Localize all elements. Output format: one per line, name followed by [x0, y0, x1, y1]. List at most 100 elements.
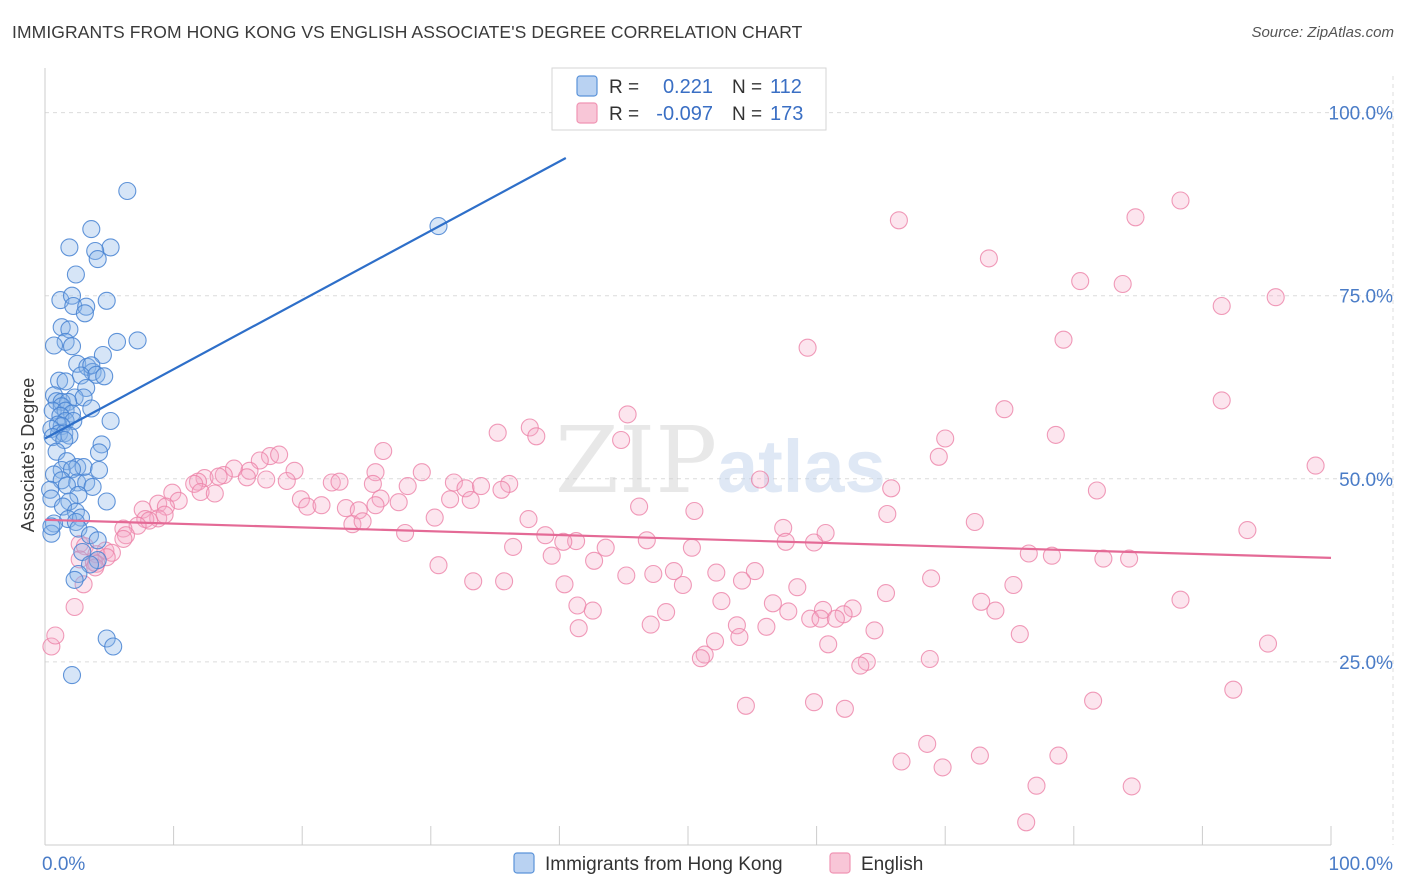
- english-point-125: [788, 578, 807, 597]
- english-point-123: [555, 575, 574, 594]
- english-point-111: [86, 558, 105, 577]
- english-point-106: [1019, 544, 1038, 563]
- english-point-41: [456, 479, 475, 498]
- english-point-66: [425, 508, 444, 527]
- english-point-88: [637, 531, 656, 550]
- english-point-60: [461, 490, 480, 510]
- english-point-6: [1266, 288, 1285, 307]
- hongkong-point-18: [62, 337, 82, 356]
- trend-lines: [44, 157, 1332, 560]
- english-point-135: [583, 601, 602, 620]
- english-point-140: [801, 609, 820, 628]
- bottom-legend-swatch-blue: [513, 852, 535, 874]
- english-point-31: [257, 470, 276, 489]
- english-point-152: [1258, 634, 1278, 653]
- english-point-131: [1171, 590, 1190, 609]
- english-point-87: [554, 532, 573, 551]
- english-point-166: [918, 734, 937, 753]
- series-legend: Immigrants from Hong Kong English: [513, 852, 923, 875]
- x-tick-label-1: 100.0%: [1329, 854, 1394, 875]
- english-point-128: [712, 592, 731, 611]
- hongkong-point-1: [82, 220, 101, 239]
- english-point-12: [618, 405, 637, 424]
- english-point-121: [464, 572, 483, 591]
- english-point-159: [851, 656, 870, 675]
- english-point-19: [929, 447, 948, 466]
- english-point-16: [936, 429, 955, 448]
- hongkong-point-56: [89, 443, 109, 462]
- hongkong-point-11: [97, 291, 116, 310]
- gridlines: [45, 76, 1394, 845]
- english-point-77: [353, 512, 372, 531]
- english-point-30: [237, 468, 256, 487]
- english-point-28: [412, 463, 431, 482]
- english-point-163: [1084, 691, 1103, 710]
- english-point-68: [685, 501, 704, 521]
- english-point-8: [798, 338, 817, 357]
- english-point-50: [191, 482, 210, 502]
- english-point-51: [205, 484, 224, 503]
- english-point-83: [114, 529, 133, 548]
- english-point-56: [291, 490, 310, 509]
- english-point-108: [1094, 549, 1113, 568]
- english-point-65: [366, 496, 385, 515]
- english-point-84: [396, 523, 415, 543]
- english-point-157: [691, 649, 710, 668]
- watermark: ZIP atlas: [555, 407, 886, 514]
- hongkong-point-28: [50, 371, 69, 390]
- english-point-79: [774, 518, 793, 537]
- english-point-164: [736, 696, 755, 715]
- stats-legend-box: [551, 67, 827, 131]
- stats-legend: R = 0.221 N = 112 R = -0.097 N = 173: [551, 67, 827, 131]
- english-point-98: [682, 538, 701, 557]
- english-point-170: [933, 758, 952, 777]
- english-point-153: [42, 637, 61, 656]
- legend-n-value-blue: 112: [770, 76, 802, 98]
- english-point-107: [1042, 546, 1061, 565]
- english-point-117: [644, 564, 663, 584]
- english-point-48: [1087, 481, 1106, 500]
- watermark-zip: ZIP: [555, 407, 717, 514]
- hongkong-point-59: [74, 458, 93, 477]
- english-point-154: [65, 597, 84, 617]
- english-point-7: [1212, 296, 1231, 316]
- english-point-72: [155, 505, 174, 524]
- english-point-142: [826, 609, 845, 628]
- legend-n-value-pink: 173: [770, 103, 803, 125]
- english-point-61: [298, 497, 317, 516]
- hongkong-point-0: [118, 181, 137, 201]
- bottom-legend-label-pink: English: [861, 854, 923, 875]
- english-point-136: [657, 603, 676, 622]
- english-point-44: [492, 480, 511, 499]
- english-point-58: [389, 493, 408, 512]
- english-point-33: [209, 467, 228, 486]
- hongkong-point-27: [95, 367, 114, 386]
- legend-r-value-pink: -0.097: [656, 103, 713, 125]
- english-point-90: [1238, 521, 1257, 540]
- english-point-155: [46, 626, 65, 645]
- english-point-143: [641, 615, 660, 634]
- hongkong-point-91: [104, 637, 123, 656]
- english-point-119: [922, 569, 941, 588]
- hongkong-point-81: [42, 524, 61, 543]
- english-point-27: [285, 461, 304, 480]
- english-point-116: [617, 566, 636, 585]
- english-point-168: [892, 752, 911, 771]
- hongkong-point-26: [87, 365, 106, 384]
- english-point-5: [1113, 274, 1132, 294]
- english-point-145: [569, 619, 588, 638]
- english-point-149: [730, 627, 749, 647]
- bottom-legend-swatch-pink: [829, 852, 851, 874]
- legend-n-label-blue: N =: [732, 77, 762, 98]
- tick-labels: 0.0% 100.0% 25.0% 50.0% 75.0% 100.0%: [42, 104, 1393, 875]
- english-point-169: [1049, 746, 1068, 765]
- legend-swatch-pink: [576, 102, 598, 124]
- english-point-122: [495, 572, 514, 591]
- english-point-129: [763, 594, 782, 613]
- english-point-148: [1010, 625, 1029, 644]
- english-point-160: [920, 649, 939, 669]
- english-point-78: [519, 510, 538, 529]
- hongkong-point-20: [93, 345, 112, 365]
- english-point-86: [567, 532, 586, 551]
